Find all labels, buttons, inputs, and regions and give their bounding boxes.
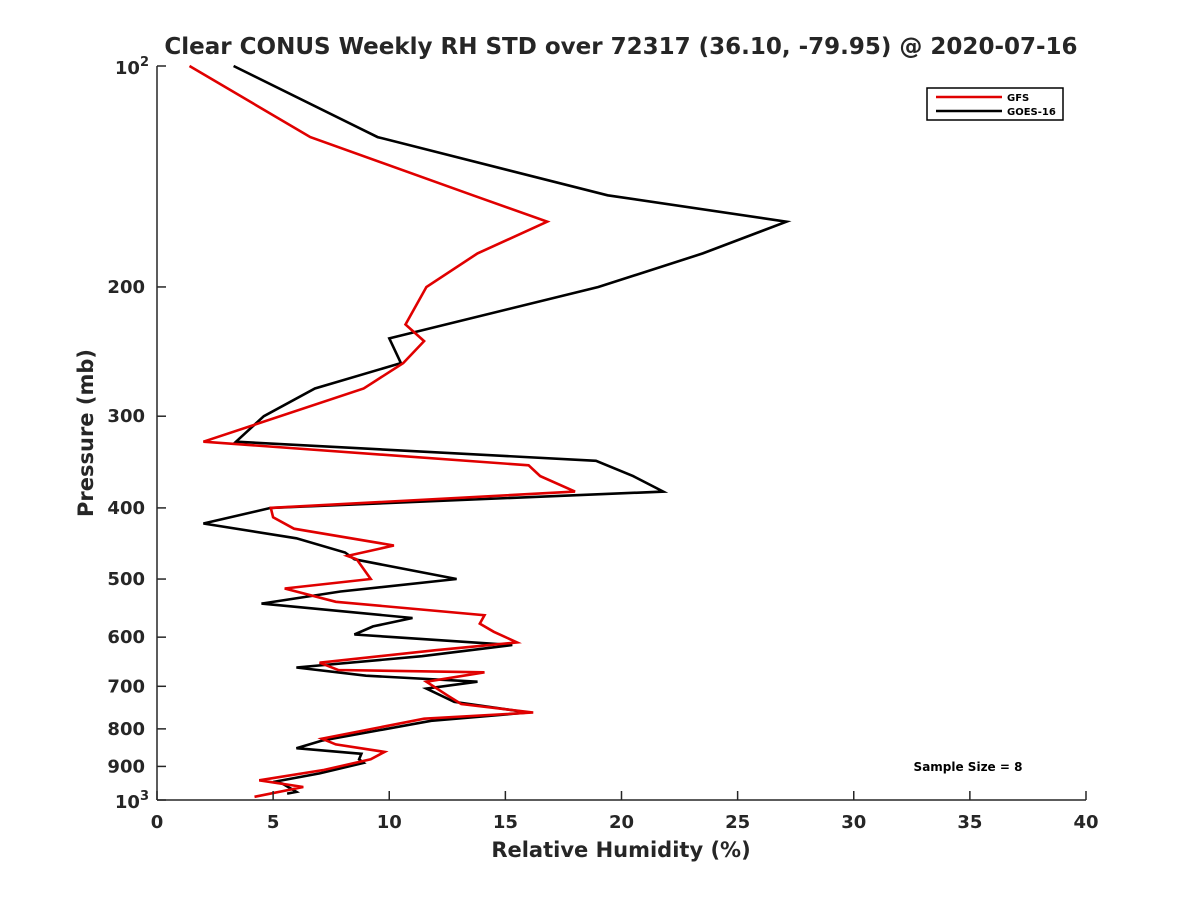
- sample-size-annotation: Sample Size = 8: [914, 760, 1023, 774]
- x-tick-label: 0: [151, 812, 164, 833]
- y-tick-label: 700: [107, 676, 145, 697]
- legend-entry-label: GOES-16: [1007, 107, 1056, 118]
- x-tick-label: 20: [609, 812, 634, 833]
- x-tick-label: 40: [1073, 812, 1098, 833]
- y-tick-label: 400: [107, 498, 145, 519]
- y-tick-label: 300: [107, 406, 145, 427]
- x-tick-label: 25: [725, 812, 750, 833]
- legend-entry-label: GFS: [1007, 93, 1029, 104]
- y-tick-label: 900: [107, 756, 145, 777]
- x-tick-label: 35: [957, 812, 982, 833]
- rh-std-profile-chart: Clear CONUS Weekly RH STD over 72317 (36…: [0, 0, 1200, 900]
- y-tick-label: 600: [107, 627, 145, 648]
- x-tick-label: 5: [267, 812, 280, 833]
- legend: GFS GOES-16: [927, 88, 1063, 120]
- x-tick-label: 10: [377, 812, 402, 833]
- x-axis-label: Relative Humidity (%): [491, 838, 750, 862]
- y-tick-label: 200: [107, 277, 145, 298]
- x-tick-label: 15: [493, 812, 518, 833]
- x-tick-label: 30: [841, 812, 866, 833]
- y-tick-label: 800: [107, 719, 145, 740]
- y-axis-label: Pressure (mb): [74, 349, 98, 517]
- chart-title: Clear CONUS Weekly RH STD over 72317 (36…: [164, 34, 1077, 60]
- y-tick-label: 500: [107, 569, 145, 590]
